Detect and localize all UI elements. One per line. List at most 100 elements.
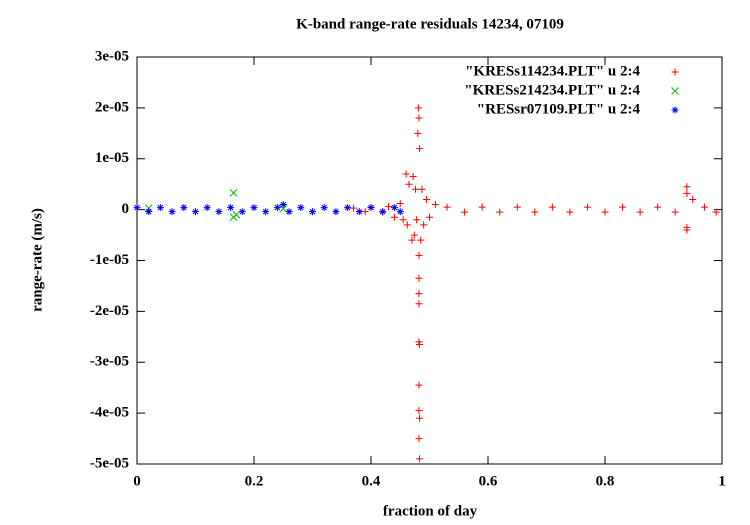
data-point	[443, 203, 451, 211]
x-tick-label: 0.6	[479, 473, 498, 489]
y-tick-label: 3e-05	[95, 48, 129, 64]
data-point	[601, 208, 609, 216]
data-point	[689, 195, 697, 203]
data-point	[416, 340, 424, 348]
data-point	[410, 231, 418, 239]
data-point	[566, 208, 574, 216]
chart-title: K-band range-rate residuals 14234, 07109	[296, 16, 564, 32]
data-point	[415, 381, 423, 389]
y-tick-label: -1e-05	[90, 252, 129, 268]
data-point	[285, 208, 293, 216]
x-tick-label: 0.8	[596, 473, 615, 489]
data-point	[273, 204, 281, 212]
data-point	[145, 208, 153, 216]
y-tick-label: -3e-05	[90, 354, 129, 370]
data-point	[344, 204, 352, 212]
y-tick-label: -4e-05	[90, 405, 129, 421]
data-point	[416, 145, 424, 153]
data-point	[415, 435, 423, 443]
data-point	[332, 208, 340, 216]
data-point	[156, 204, 164, 212]
data-point	[396, 200, 404, 208]
plot-border	[136, 56, 723, 465]
legend-marker	[671, 106, 679, 114]
legend-marker	[671, 87, 679, 95]
data-point	[413, 216, 421, 224]
data-point	[320, 204, 328, 212]
y-tick-label: 0	[122, 201, 130, 217]
data-point	[513, 203, 521, 211]
data-point	[250, 204, 258, 212]
data-point	[426, 213, 433, 221]
legend-label: "RESsr07109.PLT" u 2:4	[477, 101, 641, 117]
y-tick-label: 2e-05	[95, 99, 129, 115]
data-point	[409, 173, 417, 181]
data-point	[420, 221, 428, 229]
data-point	[683, 226, 691, 234]
x-tick-label: 1	[718, 473, 726, 489]
data-point	[396, 208, 404, 216]
data-point	[349, 204, 357, 212]
data-point	[415, 407, 423, 415]
x-tick-label: 0	[133, 473, 141, 489]
y-axis-label: range-rate (m/s)	[29, 208, 45, 312]
data-point	[417, 236, 425, 244]
data-point	[355, 208, 363, 216]
data-point	[415, 274, 423, 282]
legend-label: "KRESs214234.PLT" u 2:4	[464, 82, 640, 98]
data-point	[671, 208, 679, 216]
data-point	[415, 251, 423, 259]
data-point	[415, 290, 423, 298]
data-point	[390, 213, 398, 221]
data-point	[227, 204, 235, 212]
data-point	[423, 195, 431, 203]
x-axis-label: fraction of day	[383, 503, 478, 519]
data-point	[496, 208, 504, 216]
data-point	[133, 204, 141, 212]
data-point	[461, 208, 469, 216]
data-point	[583, 203, 591, 211]
data-point	[683, 183, 691, 191]
data-point	[712, 208, 720, 216]
y-tick-label: -5e-05	[90, 455, 129, 471]
x-tick-label: 0.4	[362, 473, 381, 489]
data-point	[232, 210, 241, 219]
data-point	[367, 204, 375, 212]
data-point	[654, 203, 662, 211]
x-tick-label: 0.2	[245, 473, 264, 489]
data-point	[385, 203, 393, 211]
data-point	[168, 208, 176, 216]
data-point	[418, 185, 426, 193]
data-point	[700, 203, 708, 211]
legend-label: "KRESs114234.PLT" u 2:4	[465, 63, 640, 79]
data-point	[403, 221, 411, 229]
data-point	[548, 203, 556, 211]
y-tick-label: -2e-05	[90, 303, 129, 319]
data-point	[683, 189, 691, 197]
data-point	[309, 208, 316, 216]
data-point	[415, 114, 423, 122]
data-point	[192, 208, 199, 216]
data-point	[279, 201, 287, 209]
data-point	[262, 208, 270, 216]
data-point	[402, 170, 410, 178]
data-point	[478, 203, 486, 211]
data-point	[415, 300, 423, 308]
data-point	[180, 204, 188, 212]
data-point	[416, 455, 424, 463]
data-point	[408, 236, 416, 244]
data-point	[379, 208, 387, 216]
data-point	[414, 104, 422, 112]
legend-marker	[671, 68, 679, 76]
data-point	[203, 204, 211, 212]
y-tick-label: 1e-05	[95, 150, 129, 166]
data-point	[416, 414, 424, 422]
data-point	[399, 216, 407, 224]
data-point	[619, 203, 627, 211]
data-point	[229, 188, 238, 197]
data-point	[361, 208, 369, 216]
data-point	[297, 204, 305, 212]
data-point	[411, 185, 419, 193]
data-point	[431, 201, 439, 209]
